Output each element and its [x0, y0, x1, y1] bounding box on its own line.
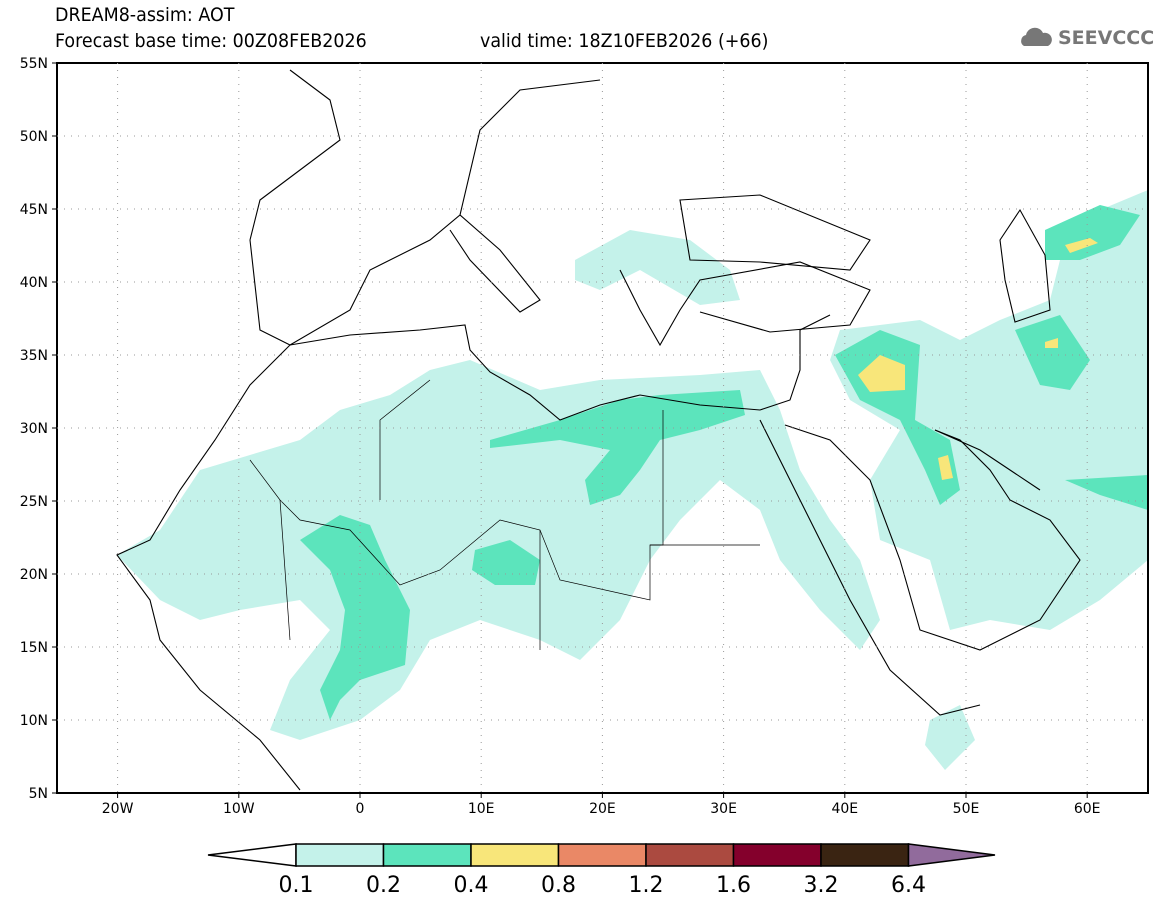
colorbar-segment — [382, 843, 472, 867]
lat-label: 50N — [20, 129, 48, 145]
lat-label: 35N — [20, 348, 48, 364]
lon-label: 20W — [102, 801, 134, 817]
colorbar-segment — [557, 843, 647, 867]
aot-0.4-region — [858, 355, 905, 392]
aot-0.2-region — [1065, 475, 1148, 510]
colorbar-segment — [645, 843, 735, 867]
lat-label: 25N — [20, 494, 48, 510]
colorbar-label: 0.4 — [454, 873, 489, 898]
coastlines — [116, 69, 1081, 791]
aot-0.1-region — [830, 190, 1148, 630]
lat-label: 30N — [20, 421, 48, 437]
colorbar-upper-extension — [907, 843, 996, 867]
logo-text: SEEVCCC — [1058, 27, 1155, 49]
lon-label: 60E — [1074, 801, 1101, 817]
aot-0.1-region — [925, 705, 975, 770]
colorbar-label: 0.2 — [366, 873, 401, 898]
lat-label: 45N — [20, 202, 48, 218]
forecast-base-time: Forecast base time: 00Z08FEB2026 — [55, 30, 367, 52]
map-title: DREAM8-assim: AOT — [55, 4, 235, 26]
aot-0.4-region — [938, 455, 953, 480]
aot-0.2-region — [1015, 315, 1090, 390]
colorbar-segment — [295, 843, 385, 867]
colorbar-label: 0.8 — [541, 873, 576, 898]
colorbar-segment — [820, 843, 910, 867]
lon-label: 0 — [356, 801, 365, 817]
colorbar-lower-extension — [207, 843, 297, 867]
lat-label: 20N — [20, 567, 48, 583]
colorbar: 0.1 0.2 0.4 0.8 1.2 1.6 3.2 6.4 — [207, 843, 996, 898]
lat-label: 10N — [20, 713, 48, 729]
lon-label: 40E — [831, 801, 858, 817]
lon-axis: 20W 10W 0 10E 20E 30E 40E 50E 60E — [102, 793, 1101, 817]
lat-label: 15N — [20, 640, 48, 656]
aot-0.2-region — [472, 540, 540, 585]
lat-label: 5N — [29, 786, 48, 802]
gridlines — [57, 63, 1148, 793]
colorbar-segment — [732, 843, 822, 867]
aot-0.2-region — [490, 390, 745, 505]
cloud-icon — [1021, 27, 1052, 46]
colorbar-label: 6.4 — [891, 873, 926, 898]
lon-label: 30E — [710, 801, 737, 817]
aot-0.4-region — [1065, 238, 1098, 253]
colorbar-label: 0.1 — [279, 873, 314, 898]
lon-label: 10W — [223, 801, 255, 817]
lon-label: 10E — [468, 801, 495, 817]
lon-label: 50E — [953, 801, 980, 817]
colorbar-label: 3.2 — [804, 873, 839, 898]
borders — [249, 379, 760, 650]
colorbar-segment — [470, 843, 560, 867]
colorbar-label: 1.2 — [629, 873, 664, 898]
colorbar-label: 1.6 — [716, 873, 751, 898]
aot-field — [117, 190, 1148, 770]
seevccc-logo: SEEVCCC — [1018, 26, 1154, 50]
lat-label: 40N — [20, 275, 48, 291]
valid-time: valid time: 18Z10FEB2026 (+66) — [480, 30, 769, 52]
lon-label: 20E — [589, 801, 616, 817]
aot-0.1-region — [575, 230, 740, 305]
lat-axis: 55N 50N 45N 40N 35N 30N 25N 20N 15N 10N 5N — [20, 56, 1148, 802]
lat-label: 55N — [20, 56, 48, 72]
aot-0.4-region — [1045, 338, 1058, 348]
